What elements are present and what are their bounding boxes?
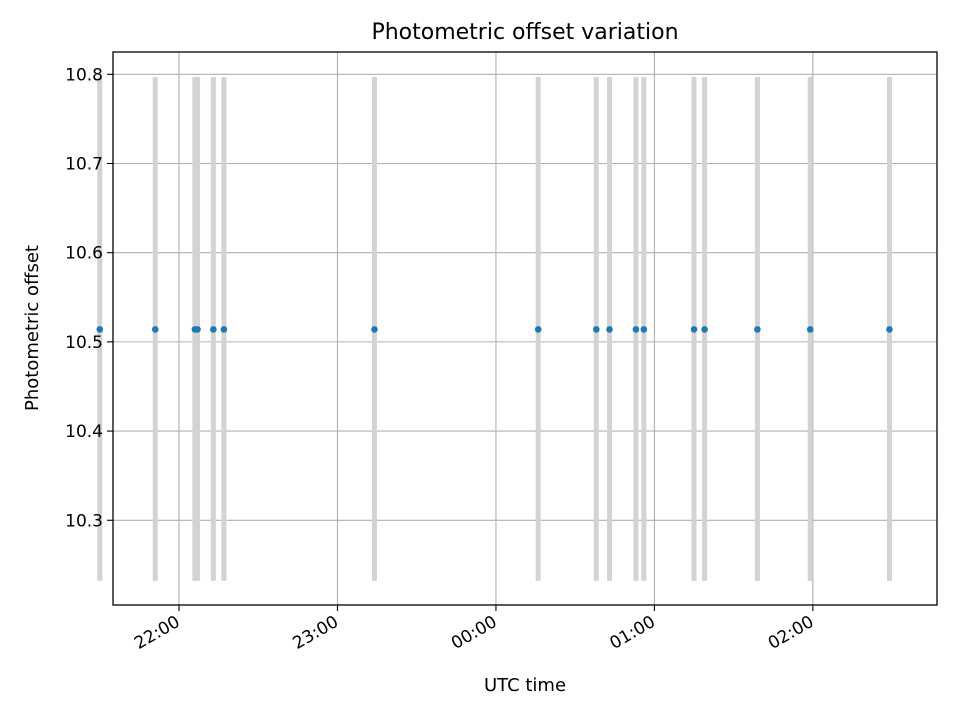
data-point [701, 326, 708, 333]
x-tick-label: 00:00 [448, 612, 500, 654]
data-point [371, 326, 378, 333]
data-point [534, 326, 542, 333]
data-point [151, 326, 159, 333]
y-axis-label: Photometric offset [22, 245, 43, 411]
error-bars [97, 76, 892, 581]
y-tick-label: 10.7 [65, 154, 103, 174]
chart-title: Photometric offset variation [371, 20, 678, 45]
grid-lines [113, 52, 937, 605]
x-tick-label: 02:00 [765, 612, 817, 654]
data-point [754, 326, 761, 333]
plot-frame [112, 51, 938, 606]
y-tick-label: 10.8 [65, 65, 103, 85]
data-point [640, 326, 648, 333]
x-axis-label: UTC time [484, 675, 566, 696]
y-axis-ticks: 10.3 10.4 10.5 10.6 10.7 10.8 [65, 65, 113, 531]
x-tick-label: 22:00 [131, 612, 183, 654]
x-tick-label: 23:00 [290, 612, 342, 654]
data-point [96, 326, 104, 333]
data-point [886, 326, 893, 333]
y-tick-label: 10.3 [65, 511, 103, 531]
x-tick-label: 01:00 [606, 612, 658, 654]
data-point [194, 326, 201, 333]
data-point [210, 326, 217, 333]
data-point [220, 326, 228, 333]
data-point [606, 326, 613, 333]
data-points [96, 326, 893, 333]
y-tick-label: 10.5 [65, 333, 103, 353]
y-tick-label: 10.4 [65, 422, 103, 442]
y-tick-label: 10.6 [65, 244, 103, 264]
data-point [593, 326, 600, 333]
data-point [632, 326, 640, 333]
data-point [690, 326, 698, 333]
x-axis-ticks: 22:00 23:00 00:00 01:00 02:00 [131, 605, 817, 654]
data-point [806, 326, 814, 333]
